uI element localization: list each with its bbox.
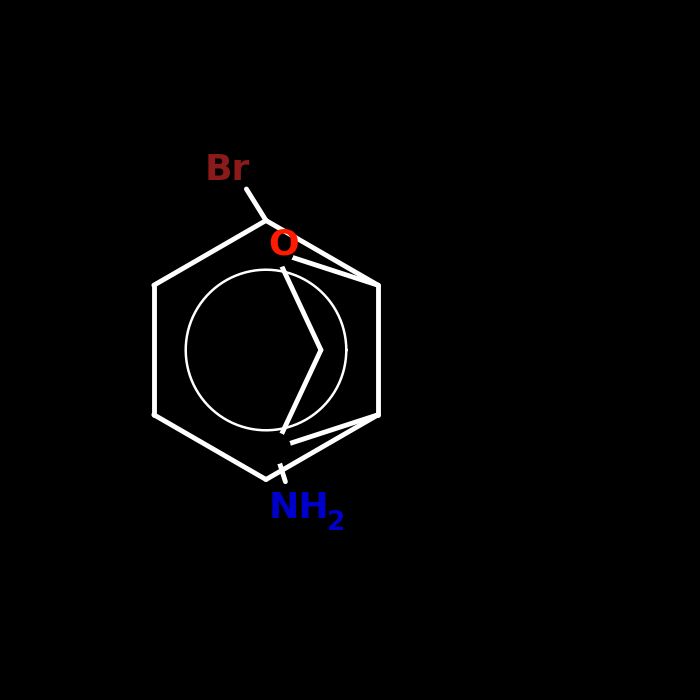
Ellipse shape (257, 237, 293, 267)
Text: Br: Br (205, 153, 250, 187)
Text: 2: 2 (327, 510, 345, 536)
Text: O: O (268, 228, 299, 262)
Ellipse shape (260, 433, 290, 463)
Text: NH: NH (269, 491, 330, 525)
